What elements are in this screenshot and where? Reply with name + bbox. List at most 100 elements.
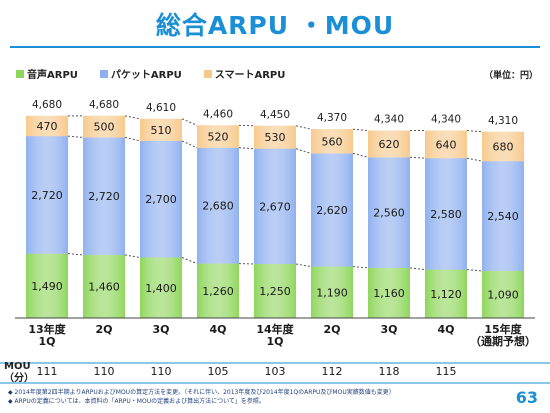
value-label-packet-5: 2,670	[259, 200, 291, 213]
mou-value-1: 111	[37, 365, 58, 378]
value-label-voice-6: 1,190	[316, 286, 348, 299]
bar-voice-shade-8	[425, 269, 467, 318]
legend-swatch-voice	[16, 69, 24, 78]
value-label-smart-6: 560	[322, 135, 343, 148]
legend-label-voice: 音声ARPU	[27, 70, 78, 81]
connector-voice-7	[409, 267, 426, 271]
total-label-6: 4,370	[317, 112, 347, 124]
total-label-5: 4,450	[260, 109, 290, 121]
bar-smart-shade-3	[140, 118, 182, 141]
bar-voice-shade-2	[83, 254, 125, 318]
legend-item-voice: 音声ARPU	[16, 66, 78, 81]
bar-smart-shade-1	[26, 115, 68, 137]
connector-voice-8	[466, 269, 483, 272]
mou-value-5: 103	[265, 365, 286, 378]
category-label-5: 14年度	[256, 322, 294, 336]
total-label-2: 4,680	[89, 99, 119, 111]
category-label-9: 15年度	[484, 322, 522, 336]
total-label-3: 4,610	[146, 102, 176, 114]
bar-packet-shade-3	[140, 140, 182, 258]
connector-packet-6	[352, 152, 369, 158]
legend-item-packet: パケットARPU	[99, 66, 182, 81]
mou-value-6: 112	[322, 365, 343, 378]
total-label-7: 4,340	[374, 114, 404, 126]
category-label-1: 13年度	[28, 322, 66, 336]
connector-voice-5	[295, 263, 312, 268]
category-label-2: 2Q	[95, 323, 112, 336]
connector-packet-7	[409, 156, 426, 159]
value-label-voice-3: 1,400	[145, 282, 177, 295]
mou-value-4: 105	[208, 365, 229, 378]
category-label-8: 4Q	[437, 323, 454, 336]
legend-label-packet: パケットARPU	[110, 70, 182, 81]
value-label-smart-7: 620	[379, 138, 400, 151]
bar-voice-shade-4	[197, 263, 239, 318]
value-label-smart-5: 530	[265, 131, 286, 144]
page-number: 63	[515, 388, 538, 407]
bar-packet-shade-8	[425, 158, 467, 270]
bar-smart-shade-4	[197, 125, 239, 148]
category-label-5-line2: 1Q	[266, 335, 283, 348]
value-label-voice-9: 1,090	[487, 288, 519, 301]
bar-voice-shade-9	[482, 270, 524, 318]
connector-voice-1	[67, 253, 84, 256]
footnote-1: ◆ 2014年度第2四半期よりARPUおよびMOUの算定方法を変更。（それに伴い…	[8, 389, 395, 396]
value-label-voice-2: 1,460	[88, 280, 120, 293]
bar-voice-shade-5	[254, 264, 296, 318]
mou-value-2: 110	[94, 365, 115, 378]
bar-packet-shade-2	[83, 137, 125, 255]
value-label-voice-1: 1,490	[31, 280, 63, 293]
total-label-4: 4,460	[203, 108, 233, 120]
bar-smart-shade-9	[482, 131, 524, 162]
footnote-2: ◆ ARPUの定義については、本資料の「ARPU・MOUの定義および算出方法につ…	[8, 398, 265, 405]
bar-packet-shade-9	[482, 161, 524, 271]
category-label-7: 3Q	[380, 323, 397, 336]
connector-packet-2	[124, 136, 141, 142]
connector-total-3	[181, 118, 198, 126]
legend-item-smart: スマートARPU	[203, 66, 286, 81]
mou-row-header: MOU （分）	[4, 361, 34, 385]
value-label-smart-8: 640	[436, 138, 457, 151]
value-label-packet-3: 2,700	[145, 193, 177, 206]
value-label-voice-8: 1,120	[430, 288, 462, 301]
value-label-packet-6: 2,620	[316, 204, 348, 217]
bar-voice-shade-3	[140, 257, 182, 318]
connector-packet-3	[181, 140, 198, 149]
category-label-1-line2: 1Q	[38, 335, 55, 348]
bar-packet-shade-7	[368, 157, 410, 268]
bar-voice-shade-1	[26, 253, 68, 318]
mou-label: MOU （分）	[4, 361, 34, 384]
legend-swatch-packet	[99, 69, 108, 78]
value-label-smart-1: 470	[37, 120, 58, 133]
bar-packet-shade-4	[197, 147, 239, 264]
bar-packet-shade-6	[311, 153, 353, 267]
total-label-1: 4,680	[32, 99, 62, 111]
total-label-9: 4,310	[488, 115, 518, 127]
bar-packet-shade-5	[254, 148, 296, 264]
legend-label-smart: スマートARPU	[214, 70, 286, 81]
value-label-voice-4: 1,260	[202, 285, 234, 298]
bar-smart-shade-8	[425, 130, 467, 159]
value-label-smart-3: 510	[151, 124, 172, 137]
category-label-4: 4Q	[209, 323, 226, 336]
page-title: 総合ARPU ・MOU	[155, 11, 395, 40]
category-label-3: 3Q	[152, 323, 169, 336]
connector-packet-5	[295, 148, 312, 154]
chart-legend: 音声ARPU パケットARPU スマートARPU	[16, 66, 285, 81]
category-label-6: 2Q	[323, 323, 340, 336]
mou-value-8: 115	[436, 365, 457, 378]
value-label-smart-9: 680	[493, 140, 514, 153]
bar-smart-shade-7	[368, 130, 410, 158]
value-label-packet-7: 2,560	[373, 207, 405, 220]
legend-swatch-smart	[203, 69, 212, 78]
connector-packet-8	[466, 157, 483, 162]
title-divider	[10, 46, 540, 48]
value-label-packet-8: 2,580	[430, 208, 462, 221]
bar-packet-shade-1	[26, 136, 68, 254]
value-label-smart-4: 520	[208, 131, 229, 144]
value-label-voice-5: 1,250	[259, 285, 291, 298]
mou-value-7: 118	[379, 365, 400, 378]
mou-value-3: 110	[151, 365, 172, 378]
value-label-packet-9: 2,540	[487, 210, 519, 223]
